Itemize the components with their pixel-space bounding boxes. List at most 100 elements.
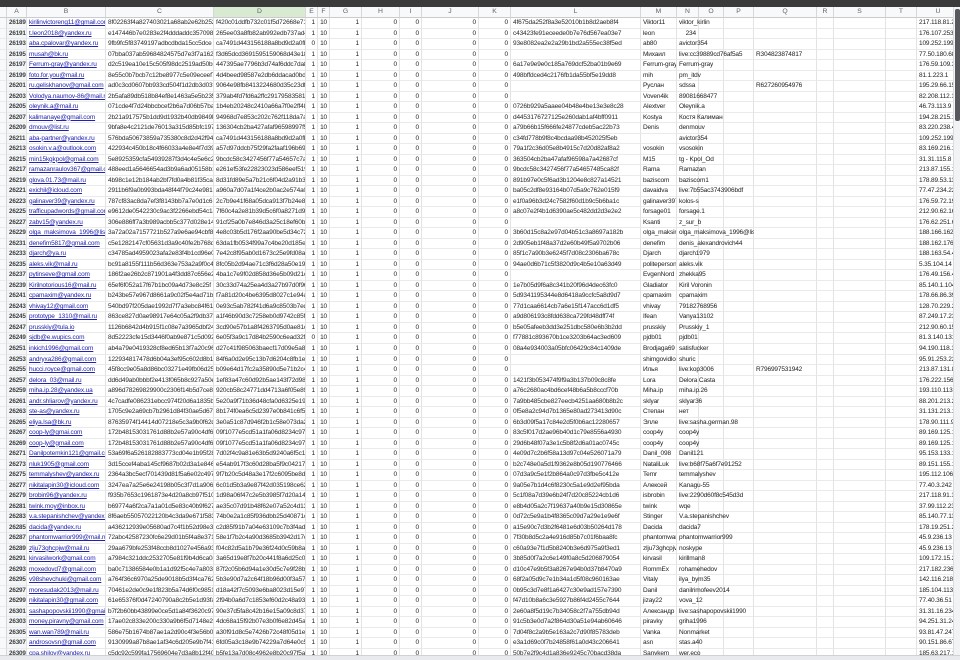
cell[interactable]: 0 — [479, 228, 511, 239]
cell[interactable] — [754, 91, 817, 103]
cell[interactable]: miha.ip.28@yandex.ua — [27, 386, 106, 397]
cell[interactable]: 10 — [318, 449, 330, 460]
cell[interactable] — [699, 186, 724, 197]
cell[interactable]: 0 — [362, 291, 400, 302]
cell[interactable]: 8b174f0ea6c5d2397e0b841c6f5a92d0 — [214, 407, 306, 418]
cell[interactable] — [699, 270, 724, 281]
cell[interactable]: djarch@ya.ru — [27, 249, 106, 260]
cell[interactable] — [817, 533, 834, 544]
cell[interactable] — [754, 585, 817, 597]
cell[interactable] — [817, 322, 834, 334]
cell[interactable]: 1 — [306, 585, 318, 597]
cell[interactable] — [817, 638, 834, 649]
cell[interactable] — [724, 49, 754, 61]
cell[interactable] — [817, 112, 834, 124]
cell[interactable]: 1 — [306, 249, 318, 260]
cell[interactable]: 10 — [318, 165, 330, 176]
cell[interactable]: R796997531942 — [754, 365, 817, 376]
cell[interactable]: 1 — [330, 354, 362, 366]
cell[interactable]: Nonmarket — [677, 627, 710, 639]
cell[interactable]: 0 — [479, 375, 511, 387]
cell[interactable] — [754, 396, 817, 408]
row-header[interactable]: 26231 — [7, 238, 27, 250]
cell[interactable]: 0 — [479, 501, 511, 513]
cell[interactable] — [817, 333, 834, 344]
cell[interactable] — [834, 39, 886, 50]
cell[interactable]: 1 — [330, 617, 362, 628]
cell[interactable]: 3d15ccef4aba145cf9687b02d3a1e846 — [106, 459, 214, 471]
cell[interactable] — [724, 606, 754, 618]
cell[interactable] — [699, 49, 724, 61]
cell[interactable]: 0 — [479, 343, 511, 355]
row-gutter[interactable] — [0, 585, 7, 597]
cell[interactable]: 10 — [318, 627, 330, 639]
cell[interactable] — [886, 312, 917, 323]
cell[interactable]: 10 — [318, 249, 330, 260]
column-header-E[interactable]: E — [306, 7, 318, 18]
cell[interactable]: Степан — [641, 407, 677, 418]
cell[interactable]: 1 — [306, 617, 318, 628]
cell[interactable]: 1ef83a47c60d92b5ae143f72d985c06b — [214, 375, 306, 387]
cell[interactable]: f77881c893670b1ce3203b64ac3ed609 — [511, 333, 641, 344]
cell[interactable]: 70461e2de0c9e1f823b5a74d6f0c9851 — [106, 585, 214, 597]
cell[interactable]: 0 — [422, 217, 479, 229]
cell[interactable]: 10 — [318, 417, 330, 429]
cell[interactable]: 1 — [306, 365, 318, 376]
cell[interactable]: denefim — [641, 238, 677, 250]
cell[interactable] — [699, 333, 724, 344]
cell[interactable]: ae35c07d91b48f62e07a52c4d1398b65 — [214, 501, 306, 513]
cell[interactable]: 1 — [330, 91, 362, 103]
row-gutter[interactable] — [0, 407, 7, 418]
cell[interactable]: 0 — [422, 575, 479, 586]
cell[interactable] — [886, 617, 917, 628]
cell[interactable]: 93e8082ea2e2a29b1bd2a555ec38f5ed — [511, 39, 641, 50]
cell[interactable]: 0 — [422, 186, 479, 197]
cell[interactable]: 0 — [422, 60, 479, 71]
cell[interactable]: 10 — [318, 564, 330, 576]
cell[interactable]: 0 — [479, 196, 511, 208]
cell[interactable]: 10 — [318, 60, 330, 71]
cell[interactable]: 0 — [400, 144, 422, 155]
cell[interactable] — [817, 175, 834, 187]
row-header[interactable]: 26267 — [7, 428, 27, 439]
cell[interactable]: Vanya13102 — [677, 312, 714, 323]
cell[interactable]: bc91a8155f111b56d363e753a2a9f0c4 — [106, 259, 214, 271]
row-gutter[interactable] — [0, 238, 7, 250]
cell[interactable]: 1 — [330, 60, 362, 71]
cell[interactable]: 0 — [362, 564, 400, 576]
cell[interactable]: 4b98c1e12b184ab2bf7fd0a4b81f35ca — [106, 175, 214, 187]
cell[interactable]: sashapopovskii1990@gmail.com — [27, 606, 106, 618]
cell[interactable]: 0 — [479, 259, 511, 271]
row-header[interactable]: 26305 — [7, 627, 27, 639]
cell[interactable] — [699, 343, 724, 355]
row-gutter[interactable] — [0, 449, 7, 460]
scrollbar-thumb[interactable] — [955, 9, 960, 121]
cell[interactable] — [699, 417, 724, 429]
row-gutter[interactable] — [0, 617, 7, 628]
cell[interactable]: 8f6aeb55057022120b4c3da9e671f583 — [106, 512, 214, 523]
cell[interactable]: kolos-s — [677, 196, 699, 208]
cell[interactable] — [834, 217, 886, 229]
cell[interactable]: 0 — [422, 270, 479, 281]
cell[interactable]: Ksanti — [641, 217, 677, 229]
cell[interactable] — [754, 175, 817, 187]
row-gutter[interactable] — [0, 154, 7, 166]
cell[interactable]: 0 — [400, 60, 422, 71]
cell[interactable]: 0 — [422, 280, 479, 292]
cell[interactable]: 1 — [306, 312, 318, 323]
cell[interactable] — [886, 70, 917, 82]
cell[interactable]: 1 — [330, 144, 362, 155]
cell[interactable] — [834, 617, 886, 628]
cell[interactable] — [724, 249, 754, 260]
cell[interactable]: 0 — [479, 585, 511, 597]
cell[interactable]: 172b48153031761d88b2e57a90c4df63 — [106, 438, 214, 450]
cell[interactable]: live:kop3006 — [677, 365, 714, 376]
cell[interactable]: 0 — [479, 396, 511, 408]
cell[interactable]: 9064e98fb8413224680d35c23df8a33e — [214, 81, 306, 92]
cell[interactable]: inkich1996@gmail.com — [27, 343, 106, 355]
cell[interactable]: zhekka95 — [677, 270, 706, 281]
cell[interactable]: 0 — [400, 606, 422, 618]
cell[interactable] — [834, 386, 886, 397]
cell[interactable]: 920cb58c24771dd4713a6f05e89b42ca — [214, 386, 306, 397]
row-gutter[interactable] — [0, 165, 7, 176]
